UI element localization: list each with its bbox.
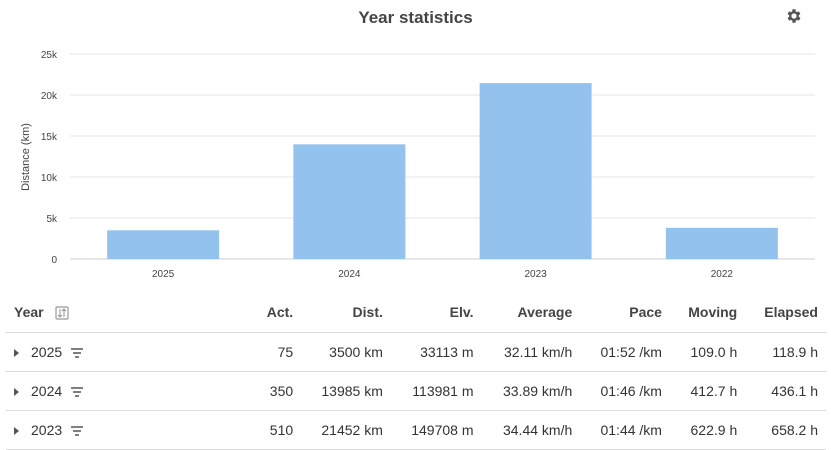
bar-2022[interactable] — [665, 227, 778, 259]
filter-icon[interactable] — [70, 386, 84, 398]
x-tick-label: 2023 — [525, 269, 548, 280]
caret-right-icon[interactable] — [14, 388, 19, 397]
y-tick-label: 0 — [51, 255, 57, 266]
year-value: 2025 — [31, 344, 63, 360]
elapsed-cell: 118.9 h — [745, 332, 826, 372]
year-cell: 2024 — [6, 371, 252, 411]
elv-cell: 113981 m — [390, 371, 482, 411]
year-cell: 2025 — [6, 332, 252, 372]
caret-right-icon[interactable] — [14, 427, 19, 436]
bar-2025[interactable] — [107, 230, 220, 259]
header-moving[interactable]: Moving — [669, 292, 746, 333]
dist-cell: 21452 km — [301, 410, 391, 450]
year-cell: 2023 — [6, 410, 252, 450]
table-row[interactable]: 2023 510 21452 km 149708 m 34.44 km/h 01:44 /… — [6, 410, 826, 450]
pace-cell: 01:52 /km — [580, 332, 670, 372]
header-year-label: Year — [14, 303, 44, 320]
y-tick-label: 20k — [41, 91, 58, 102]
header-year[interactable]: Year — [6, 292, 252, 333]
sort-icon[interactable] — [55, 306, 70, 320]
x-tick-label: 2025 — [152, 269, 175, 280]
moving-cell: 109.0 h — [669, 332, 746, 372]
header-act[interactable]: Act. — [252, 292, 302, 333]
y-axis-label: Distance (km) — [20, 123, 32, 191]
elv-cell: 33113 m — [390, 332, 482, 372]
elapsed-cell: 658.2 h — [745, 410, 826, 450]
year-stats-table: Year Act. Dist. Elv. Average Pace Moving… — [6, 292, 826, 450]
average-cell: 33.89 km/h — [481, 371, 581, 411]
header-pace[interactable]: Pace — [580, 292, 670, 333]
table-row[interactable]: 2025 75 3500 km 33113 m 32.11 km/h 01:52 /km 1… — [6, 332, 826, 372]
year-value: 2023 — [31, 422, 63, 438]
moving-cell: 412.7 h — [669, 371, 746, 411]
pace-cell: 01:46 /km — [580, 371, 670, 411]
filter-icon[interactable] — [70, 425, 84, 437]
act-cell: 350 — [252, 371, 302, 411]
dist-cell: 3500 km — [301, 332, 391, 372]
gear-icon[interactable] — [785, 7, 803, 25]
table-row[interactable]: 2024 350 13985 km 113981 m 33.89 km/h 01:46 /… — [6, 371, 826, 411]
y-tick-label: 25k — [41, 50, 58, 61]
dist-cell: 13985 km — [301, 371, 391, 411]
y-tick-label: 5k — [46, 214, 58, 225]
table-header-row: Year Act. Dist. Elv. Average Pace Moving… — [6, 292, 826, 333]
header-elapsed[interactable]: Elapsed — [745, 292, 826, 333]
x-tick-label: 2024 — [338, 269, 361, 280]
filter-icon[interactable] — [70, 347, 84, 359]
bar-2023[interactable] — [479, 83, 592, 259]
caret-right-icon[interactable] — [14, 349, 19, 358]
y-tick-label: 15k — [41, 132, 58, 143]
y-tick-label: 10k — [41, 173, 58, 184]
header-average[interactable]: Average — [481, 292, 581, 333]
moving-cell: 622.9 h — [669, 410, 746, 450]
bar-2024[interactable] — [293, 144, 406, 259]
bar-chart: 0 5k 10k 15k 20k 25k 2025 2024 2023 2022 Distanc… — [20, 50, 815, 280]
act-cell: 75 — [252, 332, 302, 372]
chart-title: Year statistics — [358, 8, 473, 27]
act-cell: 510 — [252, 410, 302, 450]
pace-cell: 01:44 /km — [580, 410, 670, 450]
average-cell: 34.44 km/h — [481, 410, 581, 450]
year-value: 2024 — [31, 383, 63, 399]
header-dist[interactable]: Dist. — [301, 292, 391, 333]
header-elv[interactable]: Elv. — [390, 292, 482, 333]
elapsed-cell: 436.1 h — [745, 371, 826, 411]
average-cell: 32.11 km/h — [481, 332, 581, 372]
x-tick-label: 2022 — [711, 269, 734, 280]
elv-cell: 149708 m — [390, 410, 482, 450]
